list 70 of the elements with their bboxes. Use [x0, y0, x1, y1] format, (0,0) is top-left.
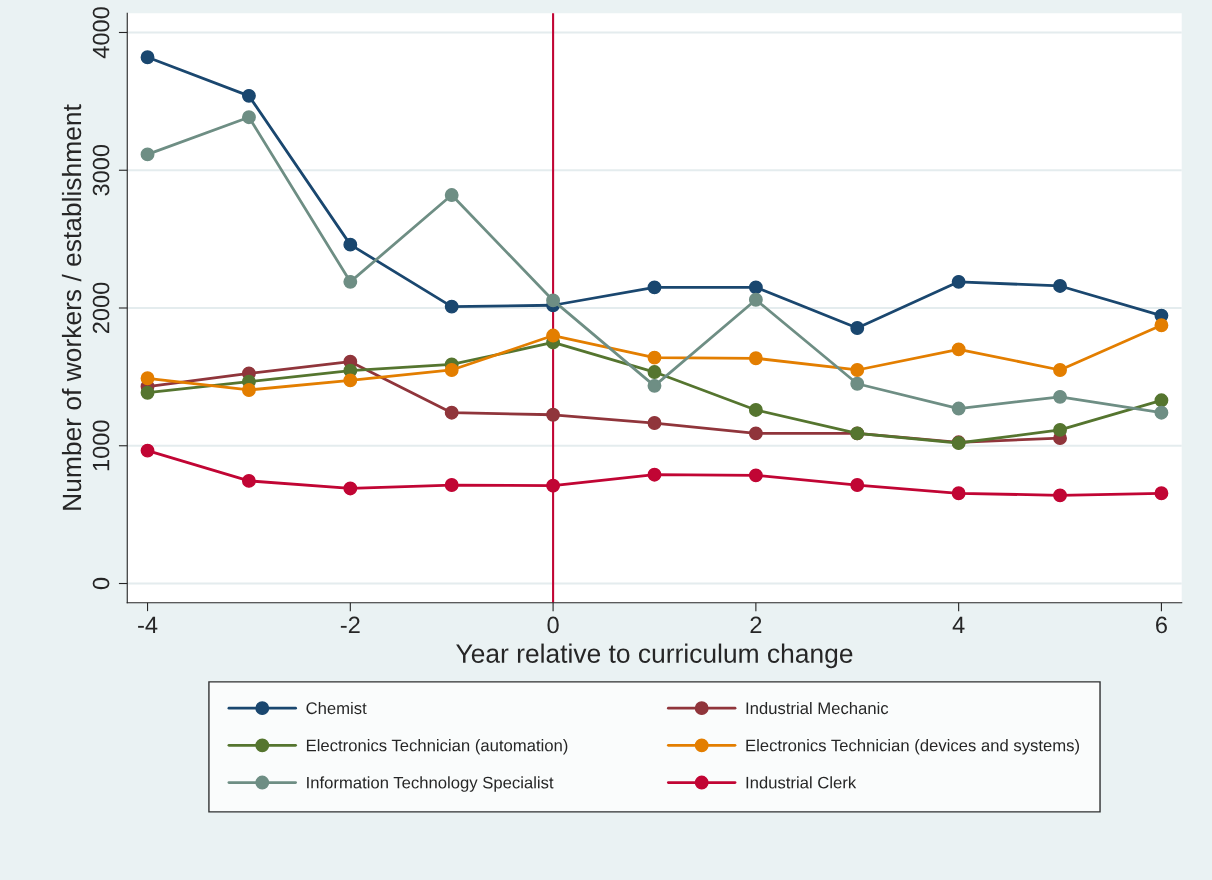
point [140, 147, 155, 162]
point [546, 293, 561, 308]
x-tick-label: 6 [1156, 616, 1167, 634]
point [546, 407, 561, 422]
y-tick-label: 4000 [92, 7, 110, 59]
point [951, 342, 966, 357]
y-tick-label: 0 [92, 577, 110, 590]
point [444, 478, 459, 492]
point [140, 385, 155, 400]
x-axis-title: Year relative to curriculum change [456, 643, 853, 669]
point [444, 405, 459, 420]
point [1053, 279, 1067, 293]
point [140, 443, 155, 458]
point [748, 292, 763, 307]
point [140, 50, 155, 65]
legend-label: Information Technology Specialist [307, 776, 554, 792]
point [343, 237, 358, 252]
point [140, 371, 155, 386]
point [241, 473, 256, 488]
point [850, 363, 865, 377]
point [343, 373, 358, 388]
point [647, 467, 662, 482]
point [647, 280, 662, 295]
point [241, 88, 256, 103]
point [1154, 486, 1169, 501]
legend-label: Chemist [306, 701, 367, 715]
point [546, 328, 561, 343]
point [647, 378, 662, 393]
legend-label: Industrial Mechanic [746, 701, 889, 715]
x-tick-label: -2 [340, 616, 360, 634]
point [1154, 318, 1169, 333]
point [343, 274, 358, 289]
y-tick-label: 3000 [92, 144, 110, 196]
point [951, 486, 966, 501]
point [241, 110, 256, 125]
point [343, 481, 358, 496]
point [748, 402, 763, 417]
point [850, 376, 865, 391]
y-axis-title: Number of workers / establishment [61, 104, 82, 510]
point [1154, 393, 1169, 408]
point [444, 363, 459, 377]
y-tick-label: 2000 [92, 282, 110, 334]
y-tick-label: 1000 [92, 420, 110, 471]
x-tick-label: 4 [952, 616, 965, 634]
point [647, 350, 662, 365]
point [647, 416, 662, 430]
legend-label: Electronics Technician (devices and systems) [746, 739, 1080, 755]
point [241, 383, 256, 397]
point [748, 351, 763, 366]
point [647, 365, 662, 380]
x-tick-label: 0 [547, 616, 559, 634]
legend-label: Electronics Technician (automation) [306, 739, 568, 755]
point [1053, 389, 1067, 404]
legend-label: Industrial Clerk [746, 776, 857, 789]
point [951, 274, 966, 289]
point [1154, 405, 1169, 420]
point [546, 478, 561, 493]
point [1053, 488, 1067, 503]
point [850, 478, 865, 492]
point [748, 280, 763, 295]
point [444, 188, 459, 202]
point [951, 401, 966, 416]
x-tick-label: 2 [750, 616, 762, 634]
point [444, 299, 459, 314]
point [1053, 422, 1067, 437]
point [850, 321, 865, 335]
point [748, 426, 763, 441]
x-tick-label: -4 [138, 616, 158, 634]
point [748, 468, 763, 483]
point [1053, 363, 1067, 377]
